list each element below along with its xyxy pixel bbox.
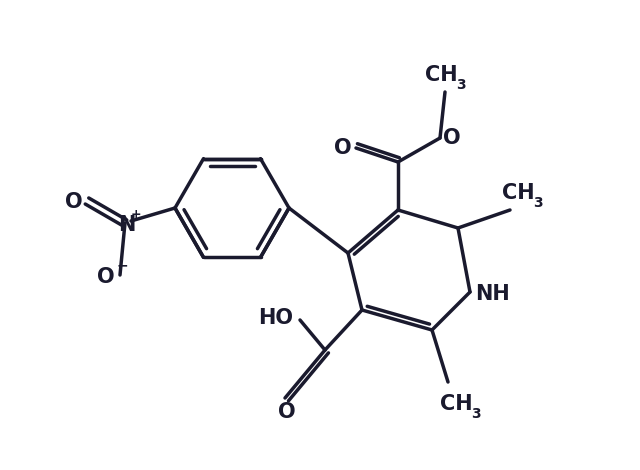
- Text: O: O: [278, 402, 296, 422]
- Text: CH: CH: [440, 394, 472, 414]
- Text: −: −: [116, 258, 128, 272]
- Text: O: O: [65, 192, 83, 212]
- Text: O: O: [334, 138, 352, 158]
- Text: 3: 3: [456, 78, 466, 92]
- Text: CH: CH: [502, 183, 534, 203]
- Text: +: +: [131, 207, 141, 220]
- Text: 3: 3: [471, 407, 481, 421]
- Text: HO: HO: [259, 308, 294, 328]
- Text: O: O: [443, 128, 461, 148]
- Text: CH: CH: [425, 65, 458, 85]
- Text: O: O: [97, 267, 115, 287]
- Text: 3: 3: [533, 196, 543, 210]
- Text: NH: NH: [475, 284, 509, 304]
- Text: N: N: [118, 215, 136, 235]
